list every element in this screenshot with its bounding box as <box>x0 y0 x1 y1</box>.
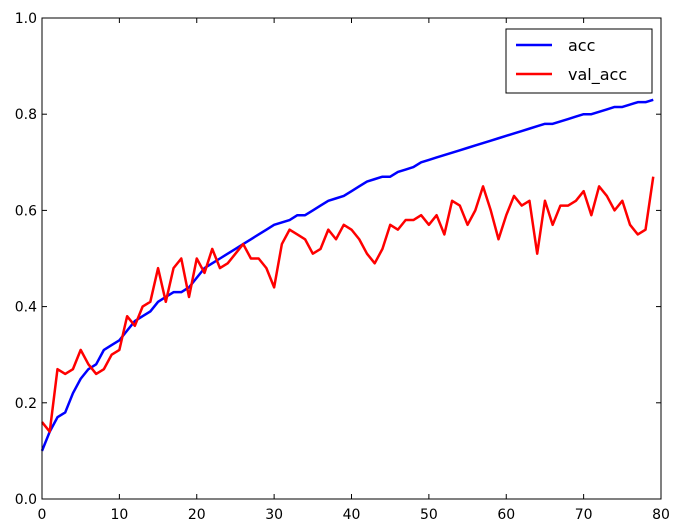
x-tick-label: 50 <box>420 507 438 523</box>
plot-frame <box>41 17 662 500</box>
y-tick-label: 1.0 <box>15 11 37 27</box>
x-tick-label: 80 <box>652 507 670 523</box>
x-tick-label: 10 <box>110 507 128 523</box>
x-tick-label: 30 <box>265 507 283 523</box>
series-layer <box>40 98 655 452</box>
x-tick-label: 20 <box>188 507 206 523</box>
ticks-layer: 0 10 20 30 40 50 60 70 80 0.0 0.2 0.4 0.6 0.8 1.0 <box>15 11 670 523</box>
x-tick-label: 40 <box>343 507 361 523</box>
y-tick-label: 0.4 <box>15 300 37 316</box>
legend-label-acc: acc <box>568 36 595 55</box>
plot-background <box>42 18 661 499</box>
y-tick-label: 0.8 <box>15 107 37 123</box>
legend-box <box>505 28 653 94</box>
x-tick-label: 70 <box>575 507 593 523</box>
y-tick-label: 0.0 <box>15 492 37 508</box>
legend: acc val_acc <box>505 28 653 94</box>
x-tick-label: 60 <box>497 507 515 523</box>
y-tick-label: 0.2 <box>15 396 37 412</box>
y-tick-label: 0.6 <box>15 203 37 219</box>
series-line-acc <box>40 98 654 452</box>
series-line-val-acc <box>41 176 655 433</box>
legend-label-val-acc: val_acc <box>568 65 627 85</box>
x-tick-label: 0 <box>38 507 47 523</box>
